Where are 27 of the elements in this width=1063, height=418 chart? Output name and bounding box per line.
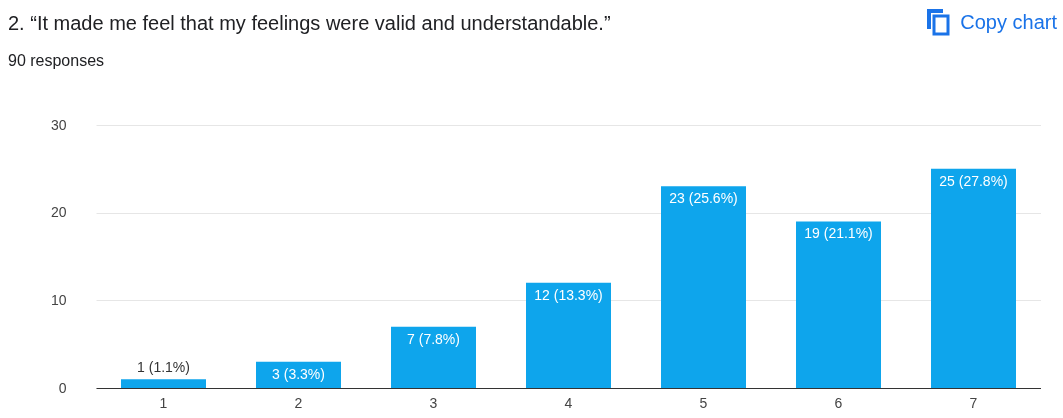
data-label: 19 (21.1%) bbox=[804, 225, 873, 242]
bar bbox=[931, 168, 1016, 388]
bar bbox=[526, 282, 611, 388]
bar bbox=[661, 186, 746, 388]
data-label: 7 (7.8%) bbox=[407, 330, 460, 347]
x-tick-label: 2 bbox=[294, 394, 303, 411]
x-tick-label: 7 bbox=[969, 394, 978, 411]
data-label: 25 (27.8%) bbox=[939, 172, 1008, 189]
chart-title: 2. “It made me feel that my feelings were valid and understandable.” bbox=[8, 12, 611, 35]
y-tick-label: 20 bbox=[50, 204, 67, 221]
x-tick-label: 1 bbox=[159, 394, 168, 411]
x-tick-label: 6 bbox=[834, 394, 843, 411]
data-label: 12 (13.3%) bbox=[534, 286, 603, 303]
x-tick-label: 3 bbox=[429, 394, 438, 411]
data-label: 3 (3.3%) bbox=[272, 365, 325, 382]
y-tick-label: 30 bbox=[50, 116, 67, 133]
x-tick-label: 4 bbox=[564, 394, 573, 411]
bar bbox=[121, 379, 206, 388]
y-tick-label: 10 bbox=[50, 291, 67, 308]
bar bbox=[796, 221, 881, 388]
y-tick-label: 0 bbox=[58, 379, 67, 396]
bar bbox=[391, 326, 476, 388]
data-label: 23 (25.6%) bbox=[669, 190, 738, 207]
copy-chart-button[interactable]: Copy chart bbox=[926, 8, 1057, 36]
data-label: 1 (1.1%) bbox=[137, 359, 190, 376]
chart-subtitle: 90 responses bbox=[8, 52, 105, 70]
x-tick-label: 5 bbox=[699, 394, 708, 411]
